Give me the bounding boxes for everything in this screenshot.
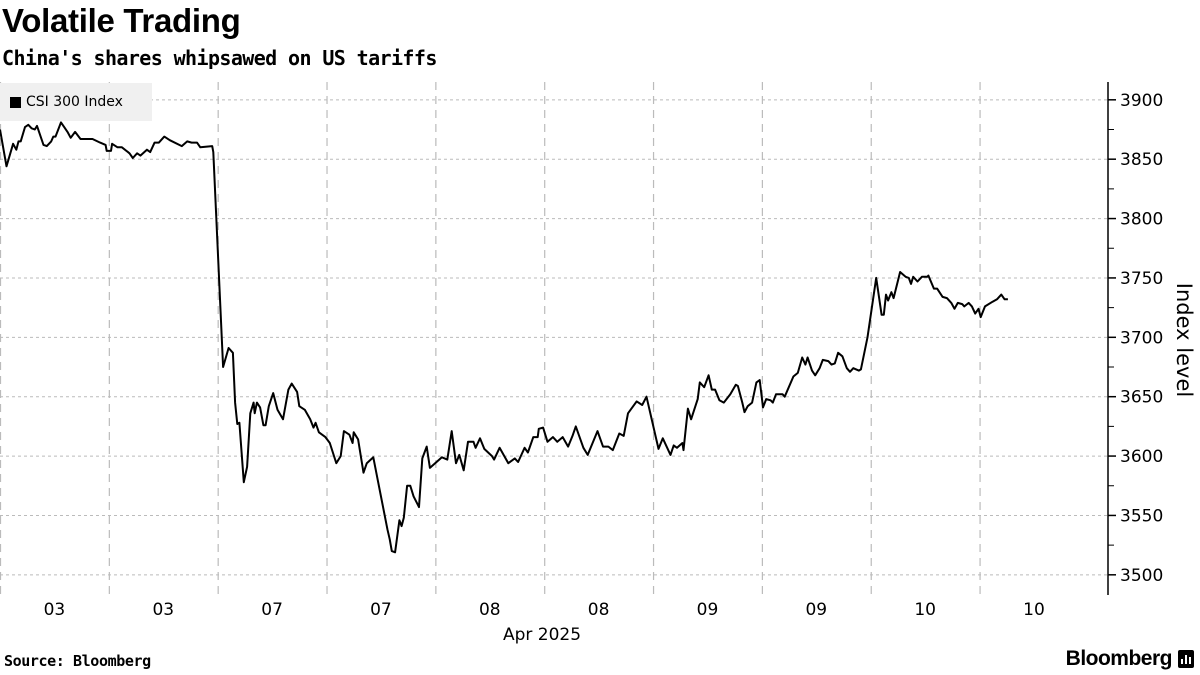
- gridlines: [0, 82, 1108, 595]
- x-tick-label: 03: [44, 600, 66, 620]
- y-tick-label: 3850: [1120, 150, 1163, 170]
- bloomberg-chart-icon: [1178, 650, 1194, 668]
- chart-subtitle: China's shares whipsawed on US tariffs: [2, 46, 437, 70]
- x-tick-label: 03: [152, 600, 174, 620]
- y-tick-label: 3800: [1120, 210, 1163, 230]
- y-tick-label: 3900: [1120, 91, 1163, 111]
- source-note: Source: Bloomberg: [4, 652, 151, 670]
- x-axis-label: Apr 2025: [503, 625, 581, 645]
- y-tick-label: 3550: [1120, 506, 1163, 526]
- y-tick-label: 3500: [1120, 566, 1163, 586]
- y-tick-label: 3650: [1120, 388, 1163, 408]
- x-tick-label: 10: [914, 600, 936, 620]
- x-tick-label: 09: [697, 600, 719, 620]
- chart-title: Volatile Trading: [2, 2, 241, 39]
- bloomberg-logo: Bloomberg: [1066, 647, 1194, 671]
- x-axis: 03 03 07 07 08 08 09 09 10 10: [44, 600, 1045, 620]
- x-tick-label: 08: [588, 600, 610, 620]
- x-tick-label: 09: [805, 600, 827, 620]
- y-tick-label: 3750: [1120, 269, 1163, 289]
- x-tick-label: 07: [261, 600, 283, 620]
- brand-name: Bloomberg: [1065, 647, 1173, 670]
- y-axis-label: Index level: [1172, 283, 1196, 397]
- x-tick-label: 10: [1023, 600, 1045, 620]
- y-axis: 3500 3550 3600 3650 3700 3750 3800 3850 3900: [1107, 82, 1163, 595]
- legend-label: CSI 300 Index: [26, 94, 123, 110]
- legend: CSI 300 Index: [0, 83, 152, 121]
- legend-swatch: [10, 96, 21, 108]
- series-line-csi-300: [0, 121, 1008, 554]
- y-tick-label: 3600: [1120, 447, 1163, 467]
- x-tick-label: 07: [370, 600, 392, 620]
- x-tick-label: 08: [479, 600, 501, 620]
- y-tick-label: 3700: [1120, 328, 1163, 348]
